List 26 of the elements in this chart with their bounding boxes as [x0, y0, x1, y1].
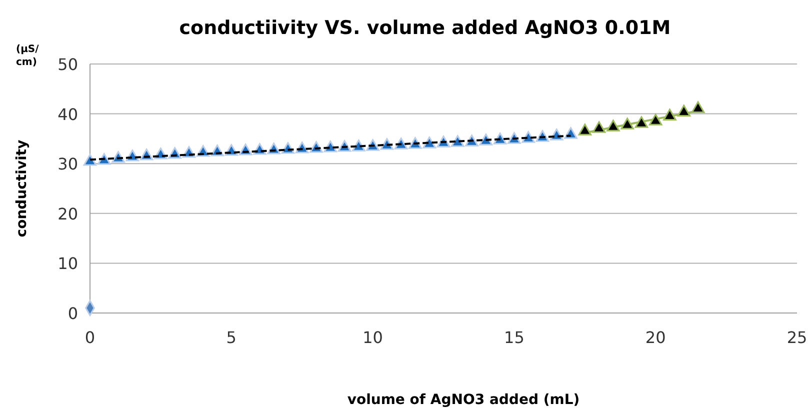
point	[648, 114, 662, 126]
x-tick-label: 0	[84, 328, 96, 347]
text: (μS/ cm)	[16, 44, 40, 68]
point	[592, 121, 606, 133]
x-tick-label: 20	[645, 328, 666, 347]
y-tick-label: 30	[58, 154, 78, 174]
point	[620, 118, 634, 130]
x-tick-label: 15	[504, 328, 524, 347]
point	[83, 154, 97, 166]
x-tick-label: 10	[362, 328, 383, 347]
x-tick-label: 5	[226, 328, 236, 347]
point	[606, 120, 620, 132]
x-axis-title: volume of AgNO3 added (mL)	[347, 392, 580, 408]
point	[677, 104, 691, 116]
chart-title: conductiivity VS. volume added AgNO3 0.01M	[179, 17, 671, 39]
point	[578, 124, 592, 136]
y-tick-label: 40	[58, 104, 78, 124]
y-tick-label: 20	[58, 204, 78, 224]
point	[691, 101, 705, 113]
point	[634, 116, 648, 128]
y-tick-label: 10	[58, 254, 78, 274]
y-tick-label: 0	[68, 304, 78, 323]
y-axis-title: conductivity	[14, 140, 30, 238]
y-tick-label: 50	[58, 55, 78, 74]
point	[663, 108, 676, 120]
x-tick-label: 25	[786, 328, 808, 347]
